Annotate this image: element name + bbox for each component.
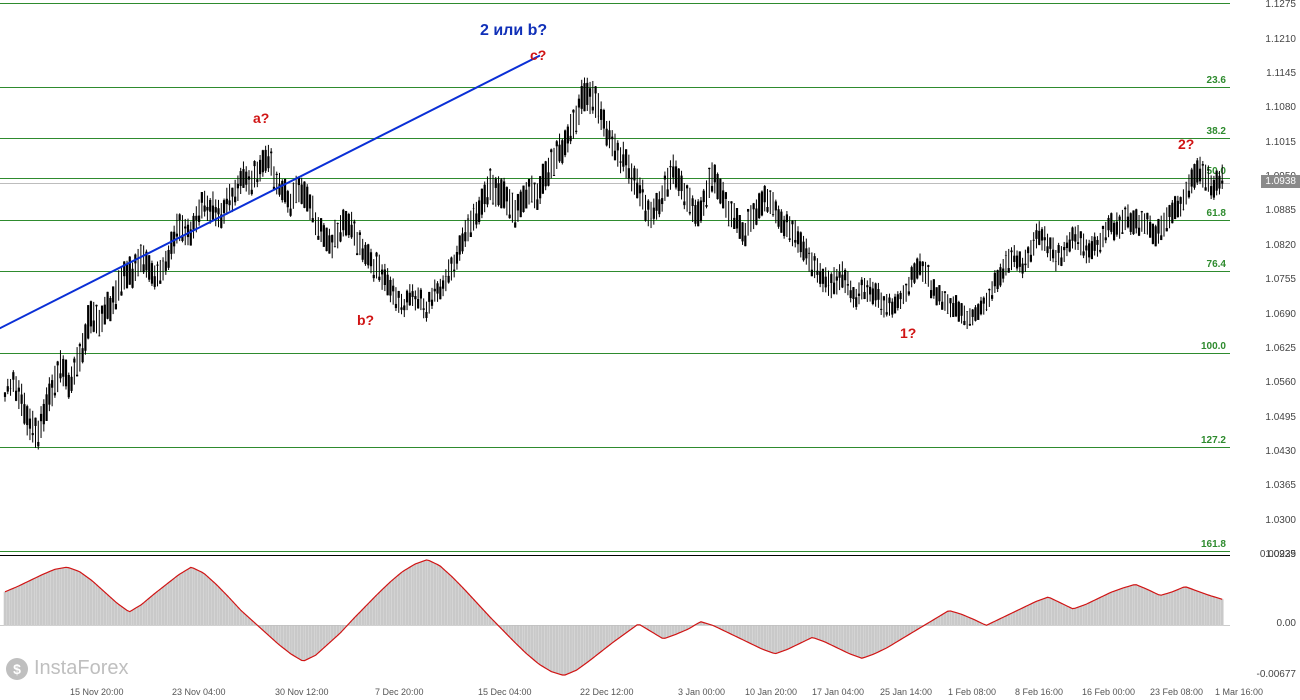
oscillator-axis: 0.009290.00-0.00677 [1230, 555, 1300, 675]
wave-label: 1? [900, 325, 916, 341]
price-tick: 1.0690 [1265, 309, 1296, 320]
watermark-logo: $ InstaForex [6, 657, 128, 680]
price-tick: 1.0430 [1265, 446, 1296, 457]
price-tick: 1.1080 [1265, 102, 1296, 113]
oscillator-svg [0, 556, 1230, 676]
price-tick: 1.1275 [1265, 0, 1296, 10]
price-tick: 1.1145 [1266, 68, 1296, 79]
wave-label: 2? [1178, 136, 1194, 152]
price-tick: 1.0560 [1265, 377, 1296, 388]
price-tick: 1.0365 [1265, 480, 1296, 491]
wave-label: b? [357, 312, 374, 328]
price-tick: 1.0885 [1265, 205, 1296, 216]
trend-line [0, 56, 540, 339]
osc-tick: 0.00 [1277, 618, 1296, 629]
time-tick: 1 Mar 16:00 [1215, 687, 1263, 697]
price-tick: 1.1210 [1265, 34, 1296, 45]
time-tick: 17 Jan 04:00 [812, 687, 864, 697]
main-chart: 0.023.638.250.061.876.4100.0127.2161.82 … [0, 0, 1230, 555]
time-tick: 1 Feb 08:00 [948, 687, 996, 697]
time-tick: 23 Nov 04:00 [172, 687, 226, 697]
price-tick: 1.0755 [1265, 274, 1296, 285]
time-axis: 15 Nov 20:00 23 Nov 04:00 30 Nov 12:00 7 De… [0, 675, 1300, 700]
time-tick: 30 Nov 12:00 [275, 687, 329, 697]
price-tick: 1.1015 [1265, 137, 1296, 148]
price-tick: 1.0495 [1265, 412, 1296, 423]
time-tick: 7 Dec 20:00 [375, 687, 424, 697]
osc-tick: 0.00929 [1260, 549, 1296, 560]
price-tick: 1.0625 [1265, 343, 1296, 354]
time-tick: 15 Dec 04:00 [478, 687, 532, 697]
oscillator-panel [0, 555, 1230, 675]
time-tick: 3 Jan 00:00 [678, 687, 725, 697]
current-price-badge: 1.0938 [1261, 175, 1300, 188]
wave-label: c? [530, 47, 546, 63]
candlestick-layer [0, 0, 1230, 555]
time-tick: 23 Feb 08:00 [1150, 687, 1203, 697]
time-tick: 10 Jan 20:00 [745, 687, 797, 697]
price-tick: 1.0820 [1265, 240, 1296, 251]
time-tick: 8 Feb 16:00 [1015, 687, 1063, 697]
wave-label: 2 или b? [480, 22, 547, 40]
logo-icon: $ [6, 658, 28, 680]
price-tick: 1.0300 [1265, 515, 1296, 526]
wave-label: a? [253, 110, 269, 126]
time-tick: 22 Dec 12:00 [580, 687, 634, 697]
time-tick: 16 Feb 00:00 [1082, 687, 1135, 697]
price-axis: 1.12751.12101.11451.10801.10151.09501.08… [1230, 0, 1300, 555]
logo-text: InstaForex [34, 657, 128, 680]
time-tick: 15 Nov 20:00 [70, 687, 124, 697]
time-tick: 25 Jan 14:00 [880, 687, 932, 697]
